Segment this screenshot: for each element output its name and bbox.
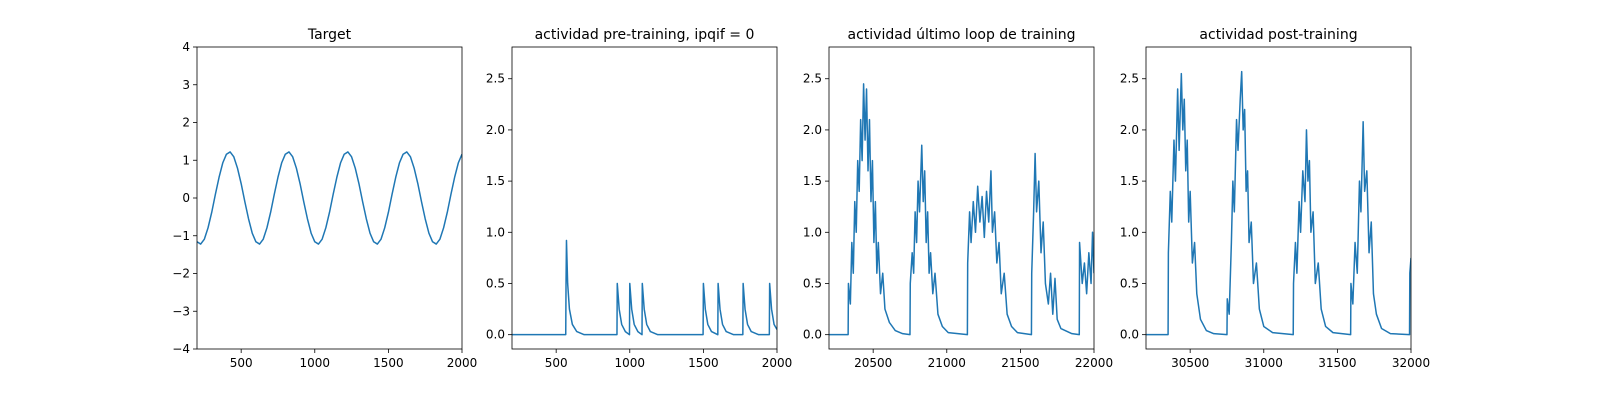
y-tick-label: 0.0: [1120, 328, 1139, 342]
x-tick-label: 1000: [615, 356, 646, 370]
y-tick-label: 1.5: [1120, 174, 1139, 188]
y-tick-label: 1.0: [1120, 225, 1139, 239]
y-tick-label: 0: [182, 191, 190, 205]
y-tick-label: 2.0: [1120, 123, 1139, 137]
y-tick-label: 1.5: [486, 174, 505, 188]
y-tick-label: 4: [182, 40, 190, 54]
y-tick-label: 2.5: [803, 72, 822, 86]
chart-title: actividad post-training: [1199, 27, 1357, 43]
y-tick-label: 1.0: [803, 225, 822, 239]
y-tick-label: 2.5: [486, 72, 505, 86]
y-tick-label: 3: [182, 78, 190, 92]
x-tick-label: 21500: [1001, 356, 1039, 370]
x-tick-label: 1500: [688, 356, 719, 370]
x-tick-label: 31500: [1318, 356, 1356, 370]
y-tick-label: 0.0: [486, 328, 505, 342]
x-tick-label: 32000: [1392, 356, 1430, 370]
x-tick-label: 20500: [854, 356, 892, 370]
plot-frame: [196, 46, 463, 350]
y-tick-label: 0.5: [486, 276, 505, 290]
x-tick-label: 21000: [928, 356, 966, 370]
y-tick-label: 0.0: [803, 328, 822, 342]
y-tick-label: −3: [172, 304, 190, 318]
chart-title: actividad pre-training, ipqif = 0: [535, 27, 755, 43]
chart-title: Target: [307, 27, 352, 43]
plot-frame: [511, 46, 778, 350]
y-tick-label: −1: [172, 229, 190, 243]
y-tick-label: 1.5: [803, 174, 822, 188]
y-tick-label: −4: [172, 342, 190, 356]
x-tick-label: 2000: [762, 356, 793, 370]
x-tick-label: 30500: [1171, 356, 1209, 370]
x-tick-label: 2000: [447, 356, 478, 370]
line: [829, 83, 1094, 336]
y-tick-label: 2: [182, 116, 190, 130]
y-tick-label: 0.5: [803, 276, 822, 290]
line: [512, 239, 777, 336]
y-tick-label: 2.5: [1120, 72, 1139, 86]
x-tick-label: 1000: [300, 356, 331, 370]
y-tick-label: 1.0: [486, 225, 505, 239]
plot-frame: [1145, 46, 1412, 350]
y-tick-label: −2: [172, 267, 190, 281]
x-tick-label: 22000: [1075, 356, 1113, 370]
x-tick-label: 31000: [1245, 356, 1283, 370]
x-tick-label: 500: [545, 356, 568, 370]
y-tick-label: 2.0: [803, 123, 822, 137]
x-tick-label: 500: [230, 356, 253, 370]
plot-frame: [828, 46, 1095, 350]
y-tick-label: 0.5: [1120, 276, 1139, 290]
y-tick-label: 2.0: [486, 123, 505, 137]
chart-title: actividad último loop de training: [848, 27, 1076, 43]
y-tick-label: 1: [182, 153, 190, 167]
line: [1146, 70, 1411, 336]
x-tick-label: 1500: [373, 356, 404, 370]
line: [197, 151, 462, 245]
